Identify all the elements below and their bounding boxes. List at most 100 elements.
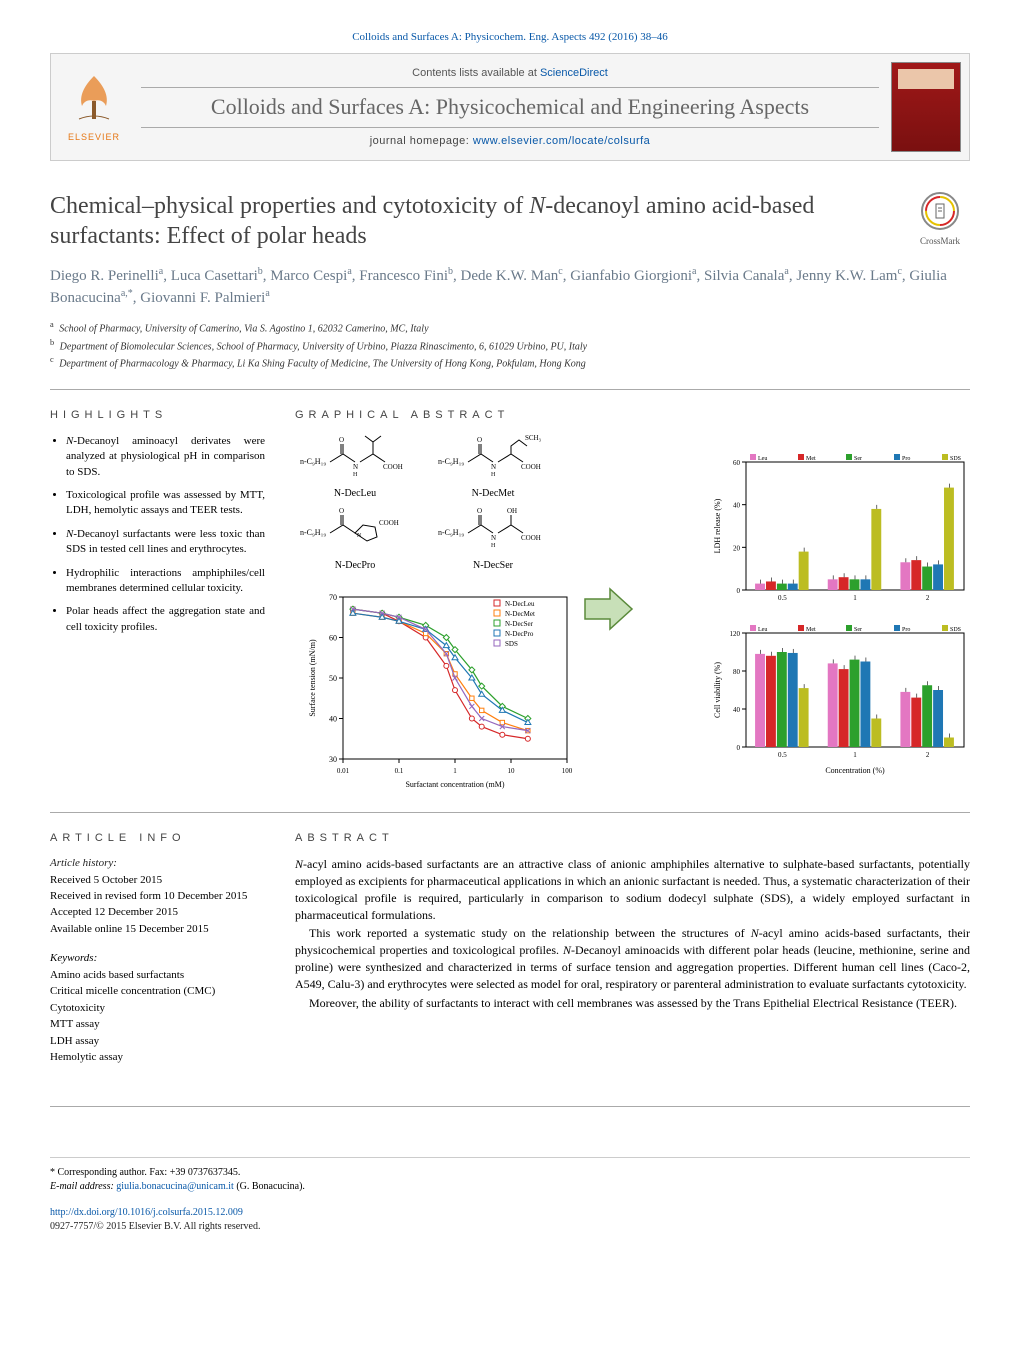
- svg-text:SDS: SDS: [950, 456, 961, 462]
- keyword: Hemolytic assay: [50, 1049, 265, 1066]
- svg-text:Ser: Ser: [854, 627, 862, 633]
- contents-prefix: Contents lists available at: [412, 67, 540, 79]
- history-line: Received 5 October 2015: [50, 873, 265, 888]
- article-title: Chemical–physical properties and cytotox…: [50, 191, 898, 251]
- elsevier-logo: ELSEVIER: [59, 67, 129, 147]
- svg-text:10: 10: [508, 767, 516, 775]
- title-ital: N: [529, 193, 545, 219]
- svg-text:40: 40: [733, 501, 741, 509]
- svg-text:1: 1: [853, 751, 857, 759]
- author: Francesco Finib: [359, 268, 453, 284]
- svg-text:O: O: [339, 507, 344, 515]
- email-label: E-mail address:: [50, 1181, 116, 1192]
- author: Gianfabio Giorgionia: [570, 268, 696, 284]
- authors-list: Diego R. Perinellia, Luca Casettarib, Ma…: [50, 265, 970, 309]
- divider: [50, 389, 970, 390]
- struct-label: N-DecMet: [433, 487, 553, 501]
- email-link[interactable]: giulia.bonacucina@unicam.it: [116, 1181, 234, 1192]
- crossmark-label: CrossMark: [910, 235, 970, 248]
- history-line: Available online 15 December 2015: [50, 922, 265, 937]
- author: Marco Cespia: [270, 268, 352, 284]
- history-line: Accepted 12 December 2015: [50, 905, 265, 920]
- elsevier-text: ELSEVIER: [68, 131, 120, 144]
- history-label: Article history:: [50, 856, 265, 871]
- crossmark-icon: [920, 191, 960, 231]
- homepage-prefix: journal homepage:: [370, 135, 473, 147]
- author: Dede K.W. Manc: [461, 268, 563, 284]
- svg-text:N: N: [491, 463, 496, 471]
- sciencedirect-link[interactable]: ScienceDirect: [540, 67, 608, 79]
- svg-text:20: 20: [733, 544, 741, 552]
- article-info-label: ARTICLE INFO: [50, 831, 265, 846]
- struct-label: N-DecPro: [295, 559, 415, 573]
- article-history: Article history: Received 5 October 2015…: [50, 856, 265, 937]
- svg-text:O: O: [477, 436, 482, 444]
- elsevier-tree-icon: [64, 71, 124, 131]
- svg-text:n-C₉H₁₉: n-C₉H₁₉: [300, 528, 326, 537]
- title-pre: Chemical–physical properties and cytotox…: [50, 193, 529, 219]
- svg-text:n-C₉H₁₉: n-C₉H₁₉: [438, 457, 464, 466]
- highlight-item: Polar heads affect the aggregation state…: [66, 604, 265, 635]
- svg-text:30: 30: [329, 755, 337, 764]
- svg-text:Cell viability (%): Cell viability (%): [713, 662, 722, 718]
- keyword: MTT assay: [50, 1016, 265, 1033]
- svg-text:Concentration (%): Concentration (%): [825, 766, 885, 775]
- svg-text:1: 1: [453, 767, 457, 775]
- svg-text:OH: OH: [507, 507, 517, 515]
- homepage-link[interactable]: www.elsevier.com/locate/colsurfa: [473, 135, 650, 147]
- svg-text:1: 1: [853, 594, 857, 602]
- svg-text:COOH: COOH: [383, 463, 403, 471]
- svg-text:60: 60: [329, 633, 337, 642]
- svg-text:N: N: [353, 463, 358, 471]
- svg-text:O: O: [477, 507, 482, 515]
- surface-tension-chart: 30405060700.010.1110100Surfactant concen…: [305, 589, 575, 789]
- divider: [50, 1106, 970, 1107]
- svg-text:Pro: Pro: [902, 627, 910, 633]
- svg-text:Ser: Ser: [854, 456, 862, 462]
- svg-text:H: H: [353, 472, 358, 478]
- crossmark-badge[interactable]: CrossMark: [910, 191, 970, 247]
- svg-text:50: 50: [329, 674, 337, 683]
- author: Silvia Canalaa: [704, 268, 789, 284]
- svg-text:40: 40: [733, 706, 741, 714]
- svg-text:N-DecLeu: N-DecLeu: [505, 600, 535, 608]
- keywords-label: Keywords:: [50, 951, 265, 966]
- corresponding-author: * Corresponding author. Fax: +39 0737637…: [50, 1166, 970, 1194]
- struct-decpro: n-C₉H₁₉ONCOOH N-DecPro: [295, 505, 415, 573]
- keyword: LDH assay: [50, 1033, 265, 1050]
- history-line: Received in revised form 10 December 201…: [50, 889, 265, 904]
- header-citation: Colloids and Surfaces A: Physicochem. En…: [50, 30, 970, 45]
- struct-decser: n-C₉H₁₉ONHCOOHOH N-DecSer: [433, 505, 553, 573]
- svg-text:LDH release (%): LDH release (%): [713, 498, 722, 553]
- keywords-list: Amino acids based surfactantsCritical mi…: [50, 967, 265, 1066]
- svg-text:0.5: 0.5: [778, 751, 787, 759]
- journal-header-bar: ELSEVIER Contents lists available at Sci…: [50, 53, 970, 161]
- svg-text:60: 60: [733, 459, 741, 467]
- author: Jenny K.W. Lamc: [796, 268, 902, 284]
- corresponding-label: * Corresponding author. Fax: +39 0737637…: [50, 1166, 970, 1180]
- struct-decleu: n-C₉H₁₉ONHCOOH N-DecLeu: [295, 434, 415, 502]
- svg-text:H: H: [491, 472, 496, 478]
- svg-text:n-C₉H₁₉: n-C₉H₁₉: [300, 457, 326, 466]
- svg-text:n-C₉H₁₉: n-C₉H₁₉: [438, 528, 464, 537]
- abstract-paragraph: Moreover, the ability of surfactants to …: [295, 995, 970, 1012]
- graphical-abstract-label: GRAPHICAL ABSTRACT: [295, 408, 970, 423]
- affiliation: b Department of Biomolecular Sciences, S…: [50, 337, 970, 354]
- svg-text:100: 100: [562, 767, 573, 775]
- doi-link[interactable]: http://dx.doi.org/10.1016/j.colsurfa.201…: [50, 1207, 243, 1218]
- svg-text:N: N: [491, 534, 496, 542]
- svg-text:0: 0: [737, 744, 741, 752]
- svg-text:SDS: SDS: [505, 640, 518, 648]
- svg-text:COOH: COOH: [521, 463, 541, 471]
- author: Luca Casettarib: [171, 268, 263, 284]
- graphical-abstract-figure: n-C₉H₁₉ONHCOOH N-DecLeu n-C₉H₁₉ONHCOOHSC…: [295, 434, 970, 794]
- svg-text:0.5: 0.5: [778, 594, 787, 602]
- affiliations-list: a School of Pharmacy, University of Came…: [50, 319, 970, 371]
- struct-label: N-DecSer: [433, 559, 553, 573]
- abstract-paragraph: N-acyl amino acids-based surfactants are…: [295, 856, 970, 923]
- svg-text:Met: Met: [806, 456, 816, 462]
- ldh-release-chart: 0204060LDH release (%)0.512LeuMetSerProS…: [710, 444, 970, 604]
- svg-text:SCH₃: SCH₃: [525, 434, 542, 442]
- svg-text:N-DecPro: N-DecPro: [505, 630, 534, 638]
- highlight-item: N-Decanoyl aminoacyl derivates were anal…: [66, 434, 265, 480]
